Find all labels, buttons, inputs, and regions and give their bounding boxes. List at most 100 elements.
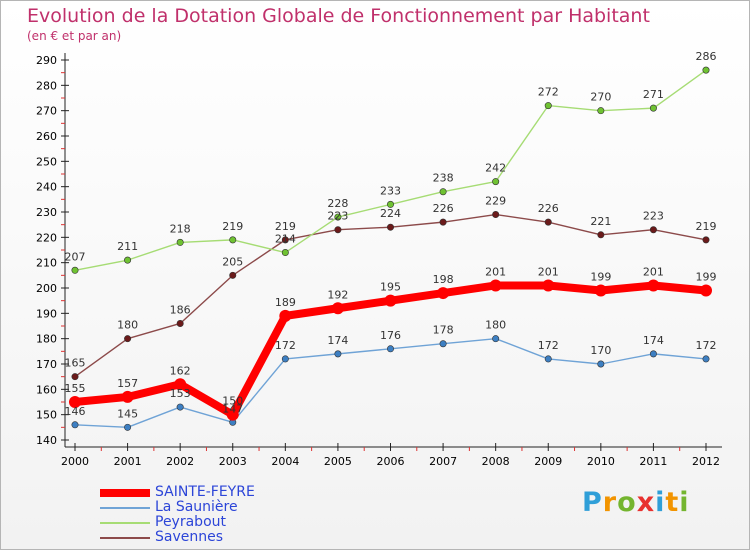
data-label: 201 (485, 265, 506, 278)
data-label: 223 (327, 210, 348, 223)
data-point (702, 236, 710, 244)
logo-letter: o (617, 487, 637, 518)
chart-title: Evolution de la Dotation Globale de Fonc… (27, 5, 650, 27)
data-point (702, 355, 710, 363)
data-point (331, 302, 344, 315)
data-label: 219 (696, 220, 717, 233)
data-label: 186 (170, 303, 191, 316)
data-point (492, 335, 500, 343)
data-point (174, 378, 187, 391)
y-tick-label: 270 (36, 105, 57, 118)
x-tick-label: 2005 (324, 455, 352, 468)
data-point (492, 178, 500, 186)
data-label: 214 (275, 233, 296, 246)
data-point (437, 287, 450, 300)
data-label: 172 (696, 339, 717, 352)
data-label: 170 (590, 344, 611, 357)
legend-label: SAINTE-FEYRE (155, 484, 255, 500)
data-point (281, 236, 289, 244)
x-tick-label: 2011 (639, 455, 667, 468)
data-label: 172 (275, 339, 296, 352)
logo-letter: t (665, 487, 680, 518)
data-label: 211 (117, 240, 138, 253)
data-point (176, 403, 184, 411)
data-point (700, 284, 712, 297)
data-point (649, 226, 657, 234)
data-point (334, 350, 342, 358)
data-label: 233 (380, 184, 401, 197)
x-tick-label: 2010 (587, 455, 615, 468)
data-label: 150 (222, 395, 243, 408)
logo-letter: i (655, 487, 666, 518)
data-point (386, 200, 394, 208)
data-label: 229 (485, 195, 506, 208)
legend-label: Savennes (155, 529, 224, 545)
data-point (649, 104, 657, 112)
y-tick-label: 290 (36, 54, 57, 67)
logo-letter: P (582, 487, 603, 518)
data-label: 180 (485, 319, 506, 332)
data-label: 205 (222, 255, 243, 268)
data-point (544, 102, 552, 110)
data-label: 271 (643, 88, 664, 101)
x-tick-label: 2008 (482, 455, 510, 468)
data-label: 286 (696, 50, 717, 63)
data-point (334, 226, 342, 234)
data-point (124, 423, 132, 431)
data-label: 219 (222, 220, 243, 233)
series-line-2 (74, 69, 707, 271)
data-label: 221 (590, 215, 611, 228)
data-point (439, 188, 447, 196)
data-point (597, 231, 605, 239)
x-tick-label: 2007 (429, 455, 457, 468)
data-label: 178 (433, 324, 454, 337)
y-tick-label: 280 (36, 79, 57, 92)
data-point (281, 355, 289, 363)
data-label: 145 (117, 407, 138, 420)
data-point (489, 279, 502, 292)
data-point (226, 408, 239, 421)
data-label: 162 (170, 364, 191, 377)
y-tick-label: 190 (36, 307, 57, 320)
data-point (594, 284, 607, 297)
data-point (281, 249, 289, 257)
data-label: 224 (380, 207, 401, 220)
x-tick-label: 2004 (271, 455, 299, 468)
legend-label: Peyrabout (155, 514, 226, 530)
data-label: 228 (327, 197, 348, 210)
y-tick-label: 200 (36, 282, 57, 295)
x-tick-label: 2009 (534, 455, 562, 468)
legend-swatch (100, 507, 150, 509)
data-label: 192 (327, 288, 348, 301)
data-label: 195 (380, 281, 401, 294)
data-label: 176 (380, 329, 401, 342)
data-label: 180 (117, 319, 138, 332)
data-label: 157 (117, 377, 138, 390)
data-point (386, 345, 394, 353)
proxiti-logo: Proxiti (582, 487, 690, 518)
data-label: 189 (275, 296, 296, 309)
y-tick-label: 260 (36, 130, 57, 143)
data-label: 147 (222, 402, 243, 415)
data-point (176, 238, 184, 246)
data-point (121, 390, 134, 403)
logo-letter: i (679, 487, 690, 518)
y-tick-label: 220 (36, 231, 57, 244)
x-tick-label: 2002 (166, 455, 194, 468)
y-tick-label: 210 (36, 257, 57, 270)
data-label: 207 (65, 250, 86, 263)
y-tick-label: 180 (36, 333, 57, 346)
data-point (279, 309, 292, 322)
y-tick-label: 170 (36, 358, 57, 371)
data-label: 174 (643, 334, 664, 347)
data-label: 201 (643, 265, 664, 278)
data-label: 218 (170, 222, 191, 235)
data-label: 270 (590, 91, 611, 104)
data-point (386, 223, 394, 231)
data-point (124, 256, 132, 264)
data-point (334, 213, 342, 221)
legend-label: La Saunière (155, 499, 238, 515)
data-label: 155 (65, 382, 86, 395)
data-point (71, 266, 79, 274)
